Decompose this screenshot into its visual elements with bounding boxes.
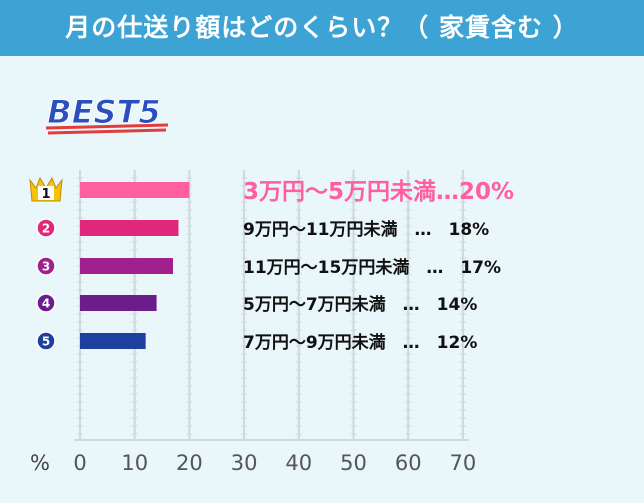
rank-number: 3 xyxy=(42,260,50,274)
x-tick-label: 10 xyxy=(121,451,148,475)
row-label-3: 11万円〜15万円未満 … 17% xyxy=(243,257,501,278)
crown-inner xyxy=(38,186,54,200)
rank-number: 1 xyxy=(41,187,50,202)
rank-number: 5 xyxy=(42,335,50,349)
grid-layer xyxy=(74,170,469,441)
bars-layer xyxy=(80,182,190,349)
x-tick-label: 40 xyxy=(285,451,312,475)
best5-underline xyxy=(45,123,169,135)
x-tick-label: 50 xyxy=(340,451,367,475)
bar-3 xyxy=(80,258,173,274)
title-bar xyxy=(0,0,644,56)
chart-title: 月の仕送り額はどのくらい？（ 家賃含む ） xyxy=(65,13,579,42)
x-unit-label: % xyxy=(30,451,50,475)
row-label-2: 9万円〜11万円未満 … 18% xyxy=(243,219,489,240)
rank-number: 4 xyxy=(42,297,50,311)
rank-badge-2 xyxy=(36,218,56,238)
bar-5 xyxy=(80,333,146,349)
x-axis: % 0 10 20 30 40 50 60 70 xyxy=(30,451,476,475)
bar-2 xyxy=(80,220,179,236)
bar-4 xyxy=(80,295,157,311)
x-tick-label: 60 xyxy=(395,451,422,475)
rank-number: 2 xyxy=(42,222,50,236)
rank-badge-5 xyxy=(36,331,56,351)
rank-badge-4 xyxy=(36,293,56,313)
row-label-4: 5万円〜7万円未満 … 14% xyxy=(243,294,477,315)
row-label-1: 3万円〜5万円未満…20% xyxy=(243,179,514,205)
x-tick-label: 70 xyxy=(450,451,477,475)
best5-badge: BEST5 xyxy=(45,93,169,135)
bar-1 xyxy=(80,182,190,198)
rank-badge-3 xyxy=(36,256,56,276)
rank-layer: 1 2 3 4 5 xyxy=(29,176,63,351)
x-tick-label: 20 xyxy=(176,451,203,475)
row-label-5: 7万円〜9万円未満 … 12% xyxy=(243,332,477,353)
x-tick-label: 0 xyxy=(73,451,86,475)
x-tick-label: 30 xyxy=(231,451,258,475)
labels-layer: 3万円〜5万円未満…20% 9万円〜11万円未満 … 18% 11万円〜15万円未満… xyxy=(243,179,514,353)
